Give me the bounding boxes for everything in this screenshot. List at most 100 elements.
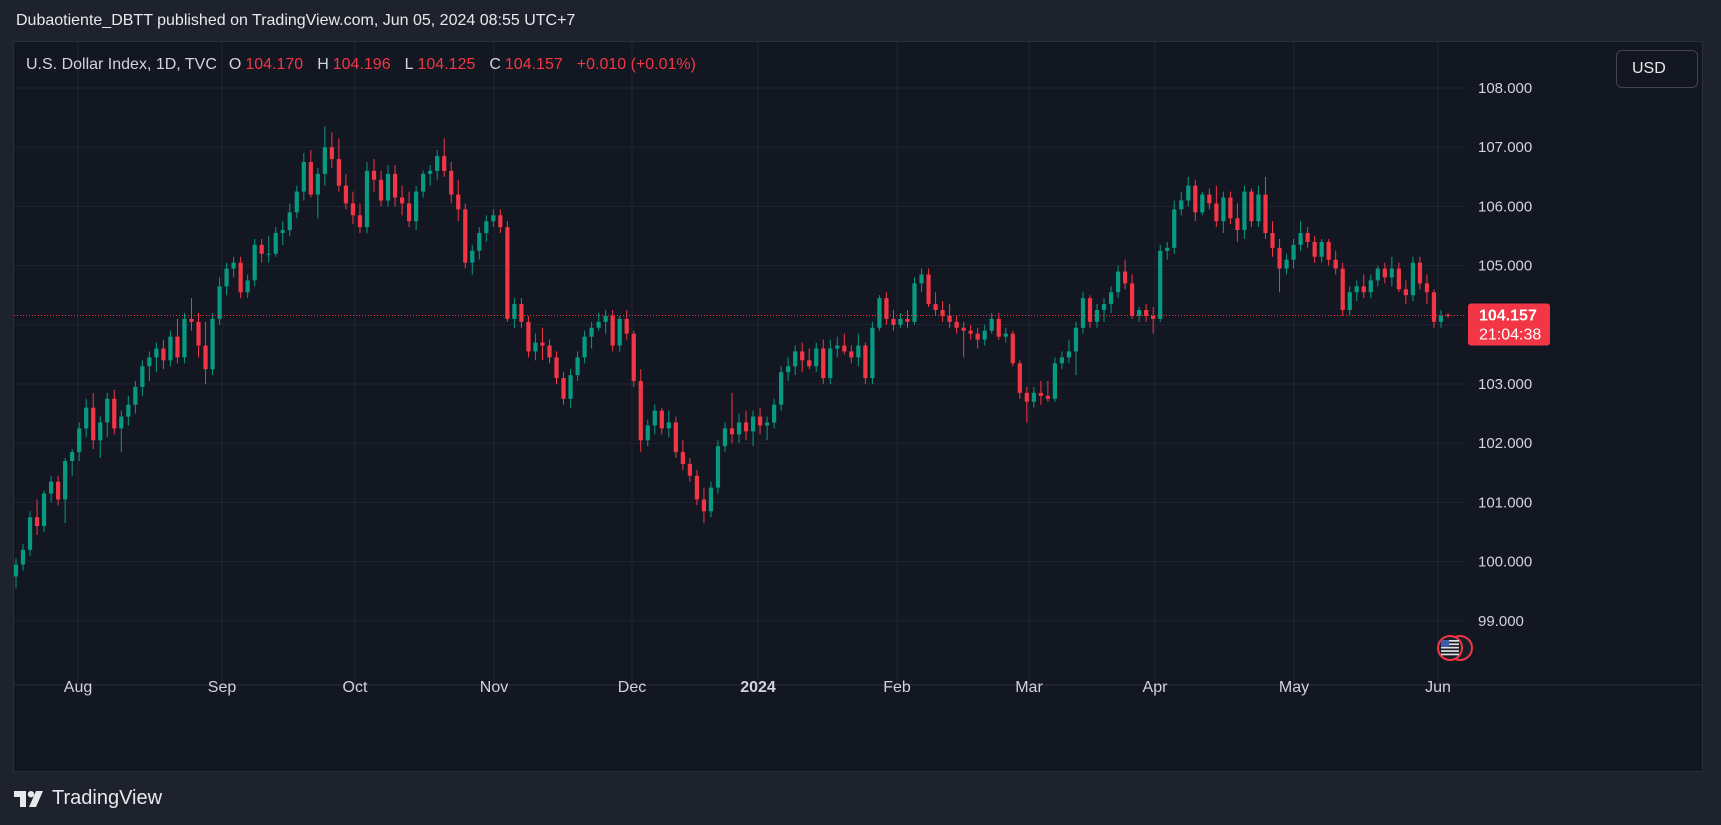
candle bbox=[484, 215, 489, 242]
candle bbox=[1235, 203, 1240, 242]
candle bbox=[378, 170, 384, 207]
candle bbox=[968, 324, 973, 340]
candle bbox=[442, 138, 447, 177]
candle bbox=[392, 164, 398, 207]
candle-body bbox=[1179, 200, 1184, 210]
candle bbox=[800, 342, 805, 373]
candle-body bbox=[1284, 259, 1289, 269]
candle-body bbox=[371, 170, 377, 180]
candle-body bbox=[940, 310, 945, 316]
candle bbox=[147, 351, 152, 382]
candle bbox=[764, 416, 770, 441]
candle bbox=[14, 558, 19, 589]
last-price-badge: 104.157 21:04:38 bbox=[1468, 303, 1550, 346]
candle-body bbox=[1389, 268, 1394, 278]
candle bbox=[238, 256, 243, 299]
candle bbox=[1214, 185, 1219, 228]
candle-body bbox=[449, 170, 454, 195]
time-tick-label: Jun bbox=[1425, 679, 1451, 696]
symbol-label[interactable]: U.S. Dollar Index, 1D, TVC bbox=[26, 56, 217, 73]
candle bbox=[1052, 357, 1058, 402]
candle bbox=[1137, 307, 1142, 322]
price-tick-label: 106.000 bbox=[1478, 198, 1532, 215]
candle-body bbox=[1438, 315, 1444, 322]
grid-lines bbox=[14, 42, 1466, 685]
candle-body bbox=[512, 304, 517, 319]
candle bbox=[217, 277, 222, 325]
price-axis[interactable]: 108.000107.000106.000105.000104.000103.0… bbox=[1478, 80, 1532, 630]
change-value: +0.010 (+0.01%) bbox=[576, 56, 696, 73]
candle-body bbox=[224, 268, 229, 287]
candle-body bbox=[56, 481, 61, 500]
time-axis[interactable]: Aug Sep Oct Nov Dec 2024 Feb Mar Apr May Jun bbox=[64, 679, 1451, 696]
candle bbox=[280, 221, 285, 245]
candle-body bbox=[1122, 271, 1128, 284]
candle bbox=[1249, 188, 1254, 228]
candle bbox=[1263, 176, 1268, 239]
candle-body bbox=[743, 422, 749, 432]
candle-body bbox=[1221, 197, 1226, 222]
candle bbox=[294, 185, 299, 219]
candle bbox=[512, 298, 517, 328]
candles bbox=[14, 126, 1451, 589]
candle-body bbox=[112, 398, 117, 429]
candle bbox=[842, 333, 847, 355]
candle-body bbox=[428, 170, 433, 174]
candle bbox=[779, 366, 784, 411]
candle-body bbox=[1340, 268, 1345, 310]
candle bbox=[849, 345, 854, 364]
currency-button[interactable]: USD bbox=[1616, 50, 1698, 88]
candle-body bbox=[1045, 395, 1050, 399]
candle bbox=[1270, 221, 1275, 257]
open-value: 104.170 bbox=[245, 56, 304, 73]
time-tick-label: Nov bbox=[480, 679, 508, 696]
candle bbox=[1375, 265, 1380, 287]
candle-body bbox=[961, 327, 966, 331]
candle bbox=[70, 449, 75, 476]
candle-body bbox=[491, 215, 496, 222]
candle bbox=[161, 339, 166, 370]
candle-body bbox=[1368, 280, 1373, 293]
candle-body bbox=[27, 517, 33, 550]
candle-body bbox=[631, 333, 636, 382]
candle-body bbox=[203, 345, 208, 370]
candle-body bbox=[154, 348, 159, 358]
candle bbox=[603, 310, 608, 334]
candle-body bbox=[470, 250, 475, 263]
candle-body bbox=[231, 262, 236, 269]
candle bbox=[343, 173, 349, 210]
candle-body bbox=[308, 162, 313, 195]
candle-body bbox=[533, 342, 538, 352]
candle-body bbox=[357, 215, 363, 228]
candle bbox=[231, 256, 236, 278]
candle-body bbox=[378, 179, 384, 201]
candle-body bbox=[849, 351, 854, 358]
candle-body bbox=[561, 378, 566, 399]
candle bbox=[203, 321, 208, 384]
candle bbox=[547, 339, 552, 364]
candlestick-chart[interactable]: 108.000107.000106.000105.000104.000103.0… bbox=[14, 42, 1702, 771]
candle bbox=[835, 336, 840, 358]
candle bbox=[1312, 236, 1317, 263]
candle bbox=[1354, 280, 1359, 302]
candle bbox=[1291, 238, 1296, 269]
tradingview-brand[interactable]: TradingView bbox=[14, 787, 162, 810]
price-tick-label: 105.000 bbox=[1478, 258, 1532, 275]
candle-body bbox=[1010, 333, 1015, 364]
candle bbox=[1389, 256, 1394, 287]
candle bbox=[63, 458, 68, 524]
candle bbox=[582, 330, 587, 364]
candle bbox=[140, 360, 145, 396]
candle bbox=[1305, 227, 1310, 248]
candle-body bbox=[582, 336, 587, 358]
us-flag-icon[interactable] bbox=[1437, 635, 1473, 661]
chart-panel[interactable]: 108.000107.000106.000105.000104.000103.0… bbox=[13, 41, 1703, 772]
candle bbox=[224, 262, 229, 296]
candle bbox=[1108, 286, 1114, 313]
candle-body bbox=[350, 203, 356, 216]
candle bbox=[1431, 289, 1437, 328]
candle-body bbox=[1235, 218, 1240, 231]
candle bbox=[357, 203, 363, 234]
candle-body bbox=[70, 452, 75, 461]
close-label: C bbox=[489, 56, 501, 73]
